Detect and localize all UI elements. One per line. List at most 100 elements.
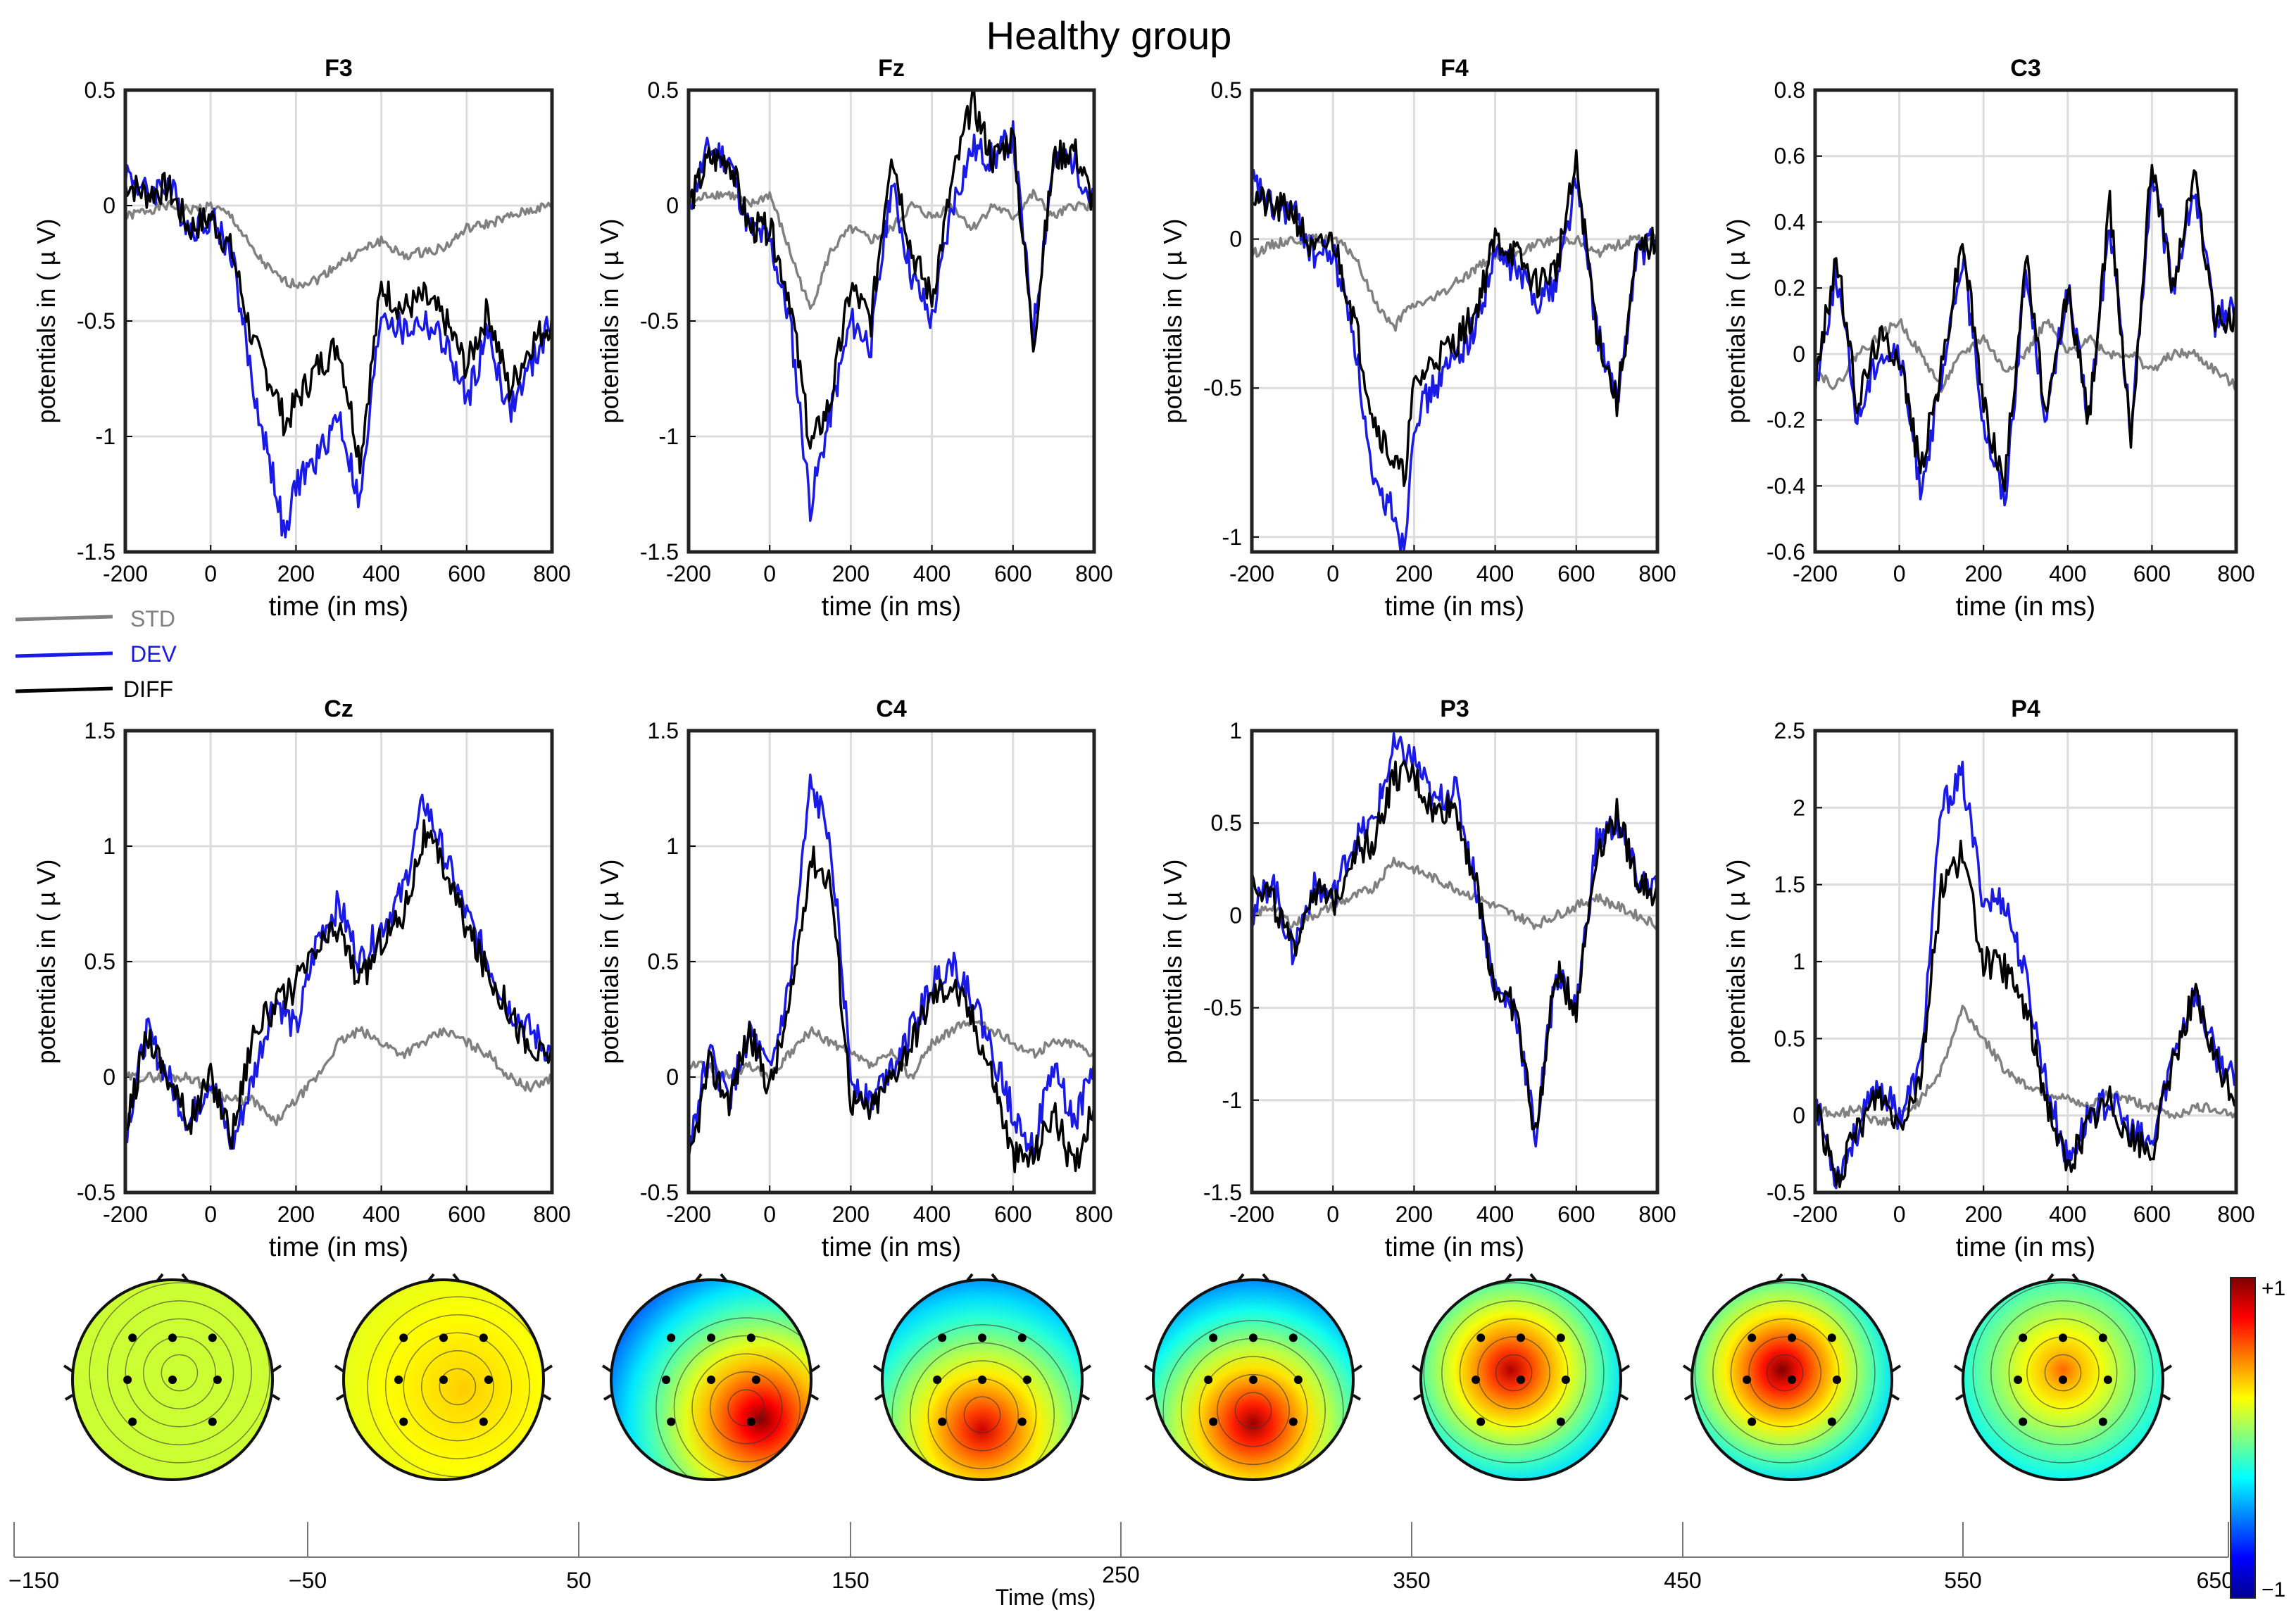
y-tick-label: 0 bbox=[666, 1064, 679, 1090]
y-tick-label: -0.5 bbox=[1203, 995, 1242, 1021]
electrode-dot bbox=[2098, 1417, 2107, 1426]
electrode-dot bbox=[667, 1417, 676, 1426]
plot-frame bbox=[1250, 729, 1660, 1195]
time-tick-label: 250 bbox=[1102, 1562, 1139, 1587]
electrode-dot bbox=[168, 1333, 177, 1342]
ear-markers bbox=[872, 1364, 1092, 1401]
plot-area bbox=[1815, 90, 2236, 552]
x-tick-label: -200 bbox=[666, 1202, 711, 1227]
contour-line bbox=[1990, 1300, 2135, 1446]
x-tick-label: 600 bbox=[994, 1202, 1031, 1227]
x-tick-label: 400 bbox=[913, 1202, 951, 1227]
electrode-dot bbox=[399, 1333, 408, 1342]
x-tick-label: 400 bbox=[1476, 1202, 1514, 1227]
electrode-dot bbox=[1249, 1376, 1257, 1384]
x-tick-label: 600 bbox=[994, 561, 1031, 586]
series-line-diff bbox=[1250, 149, 1659, 487]
nose-marker bbox=[156, 1273, 189, 1283]
plot-area bbox=[1252, 90, 1657, 552]
x-tick-label: 600 bbox=[448, 1202, 485, 1227]
nose-marker bbox=[1236, 1273, 1270, 1283]
electrode-dot bbox=[394, 1376, 403, 1384]
plot-frame bbox=[123, 729, 554, 1195]
y-tick-label: -1 bbox=[96, 424, 115, 449]
contour-line bbox=[963, 1396, 1001, 1434]
time-tick-label: 50 bbox=[566, 1568, 591, 1593]
y-axis-label: potentials in ( µ V) bbox=[1721, 860, 1750, 1064]
x-axis-label: time (in ms) bbox=[822, 1233, 961, 1262]
time-tick-label: 550 bbox=[1944, 1568, 1981, 1593]
x-tick-label: 0 bbox=[204, 561, 217, 586]
y-tick-label: 0.5 bbox=[84, 77, 115, 103]
head-outline bbox=[1152, 1278, 1355, 1481]
x-tick-label: 0 bbox=[204, 1202, 217, 1227]
y-tick-label: -1 bbox=[1222, 524, 1242, 550]
electrode-dot bbox=[1209, 1333, 1218, 1342]
electrode-dot bbox=[667, 1333, 676, 1342]
topomap-4 bbox=[872, 1273, 1092, 1481]
electrode-dot bbox=[2059, 1333, 2067, 1342]
contour-line bbox=[1423, 1282, 1605, 1464]
legend-diff-label: DIFF bbox=[123, 677, 173, 702]
electrode-dot bbox=[1476, 1417, 1486, 1426]
x-tick-label: 0 bbox=[763, 561, 776, 586]
y-tick-label: 1.5 bbox=[648, 718, 679, 743]
contour-line bbox=[891, 1324, 1073, 1480]
electrode-dot bbox=[1561, 1376, 1570, 1384]
legend-std-line bbox=[15, 615, 113, 622]
x-tick-label: 800 bbox=[1075, 561, 1112, 586]
y-tick-label: 0.4 bbox=[1774, 209, 1805, 234]
electrode-dot bbox=[1017, 1333, 1027, 1342]
x-tick-label: -200 bbox=[1793, 561, 1838, 586]
electrode-dot bbox=[1517, 1333, 1525, 1342]
x-axis-label: time (in ms) bbox=[269, 592, 408, 622]
contour-line bbox=[1712, 1300, 1858, 1446]
erp-plot-fz: -200 0 200 400 600 800 -1.5 -1 -0.5 0 0.5 Fz time (i… bbox=[595, 55, 1113, 622]
x-tick-label: 800 bbox=[1638, 1202, 1676, 1227]
electrode-dot bbox=[1556, 1417, 1565, 1426]
x-tick-label: 600 bbox=[2133, 1202, 2171, 1227]
head-outline bbox=[71, 1278, 274, 1481]
electrode-dot bbox=[662, 1376, 671, 1384]
plot-frame bbox=[686, 729, 1096, 1195]
plot-title: F4 bbox=[1441, 55, 1469, 82]
colorbar-min-label: −1 bbox=[2262, 1578, 2285, 1602]
x-tick-label: 200 bbox=[1965, 561, 2002, 586]
contour-line bbox=[1694, 1282, 1876, 1464]
head-outline bbox=[610, 1278, 813, 1481]
electrode-dot bbox=[128, 1417, 137, 1426]
y-tick-label: -1.5 bbox=[640, 539, 679, 565]
series-line-dev bbox=[124, 793, 553, 1150]
x-tick-label: 200 bbox=[277, 1202, 315, 1227]
y-tick-label: 0.8 bbox=[1774, 77, 1805, 103]
electrode-dot bbox=[978, 1333, 986, 1342]
electrode-dot bbox=[933, 1376, 942, 1384]
electrode-dot bbox=[128, 1333, 137, 1342]
y-tick-label: 1 bbox=[103, 833, 115, 859]
y-tick-label: -0.2 bbox=[1767, 408, 1805, 433]
contour-line bbox=[691, 1353, 801, 1463]
y-tick-label: 0.5 bbox=[1211, 810, 1242, 836]
x-tick-label: -200 bbox=[1793, 1202, 1838, 1227]
y-tick-label: 0 bbox=[666, 193, 679, 218]
contour-line bbox=[1441, 1300, 1587, 1446]
y-tick-label: 0.5 bbox=[84, 949, 115, 974]
colorbar-gradient bbox=[2230, 1277, 2256, 1599]
series-line-diff bbox=[124, 172, 553, 474]
ear-markers bbox=[63, 1364, 282, 1401]
y-tick-label: -0.4 bbox=[1767, 473, 1805, 498]
electrode-dot bbox=[168, 1376, 177, 1384]
x-tick-label: 600 bbox=[1557, 561, 1595, 586]
electrode-dot bbox=[1827, 1333, 1836, 1342]
electrode-dot bbox=[1204, 1376, 1213, 1384]
y-tick-label: -0.5 bbox=[640, 308, 679, 334]
y-axis-label: potentials in ( µ V) bbox=[595, 219, 624, 424]
erp-plot-p4: -200 0 200 400 600 800 -0.5 0 0.5 1 1.5 2 2.5 P4 time … bbox=[1721, 696, 2255, 1262]
x-tick-label: 200 bbox=[1395, 1202, 1433, 1227]
contour-line bbox=[367, 1296, 544, 1478]
contour-line bbox=[655, 1317, 811, 1480]
x-axis-label: time (in ms) bbox=[822, 592, 961, 622]
contour-line bbox=[2044, 1354, 2082, 1392]
electrode-dot bbox=[2014, 1376, 2023, 1384]
electrode-dot bbox=[2019, 1333, 2028, 1342]
